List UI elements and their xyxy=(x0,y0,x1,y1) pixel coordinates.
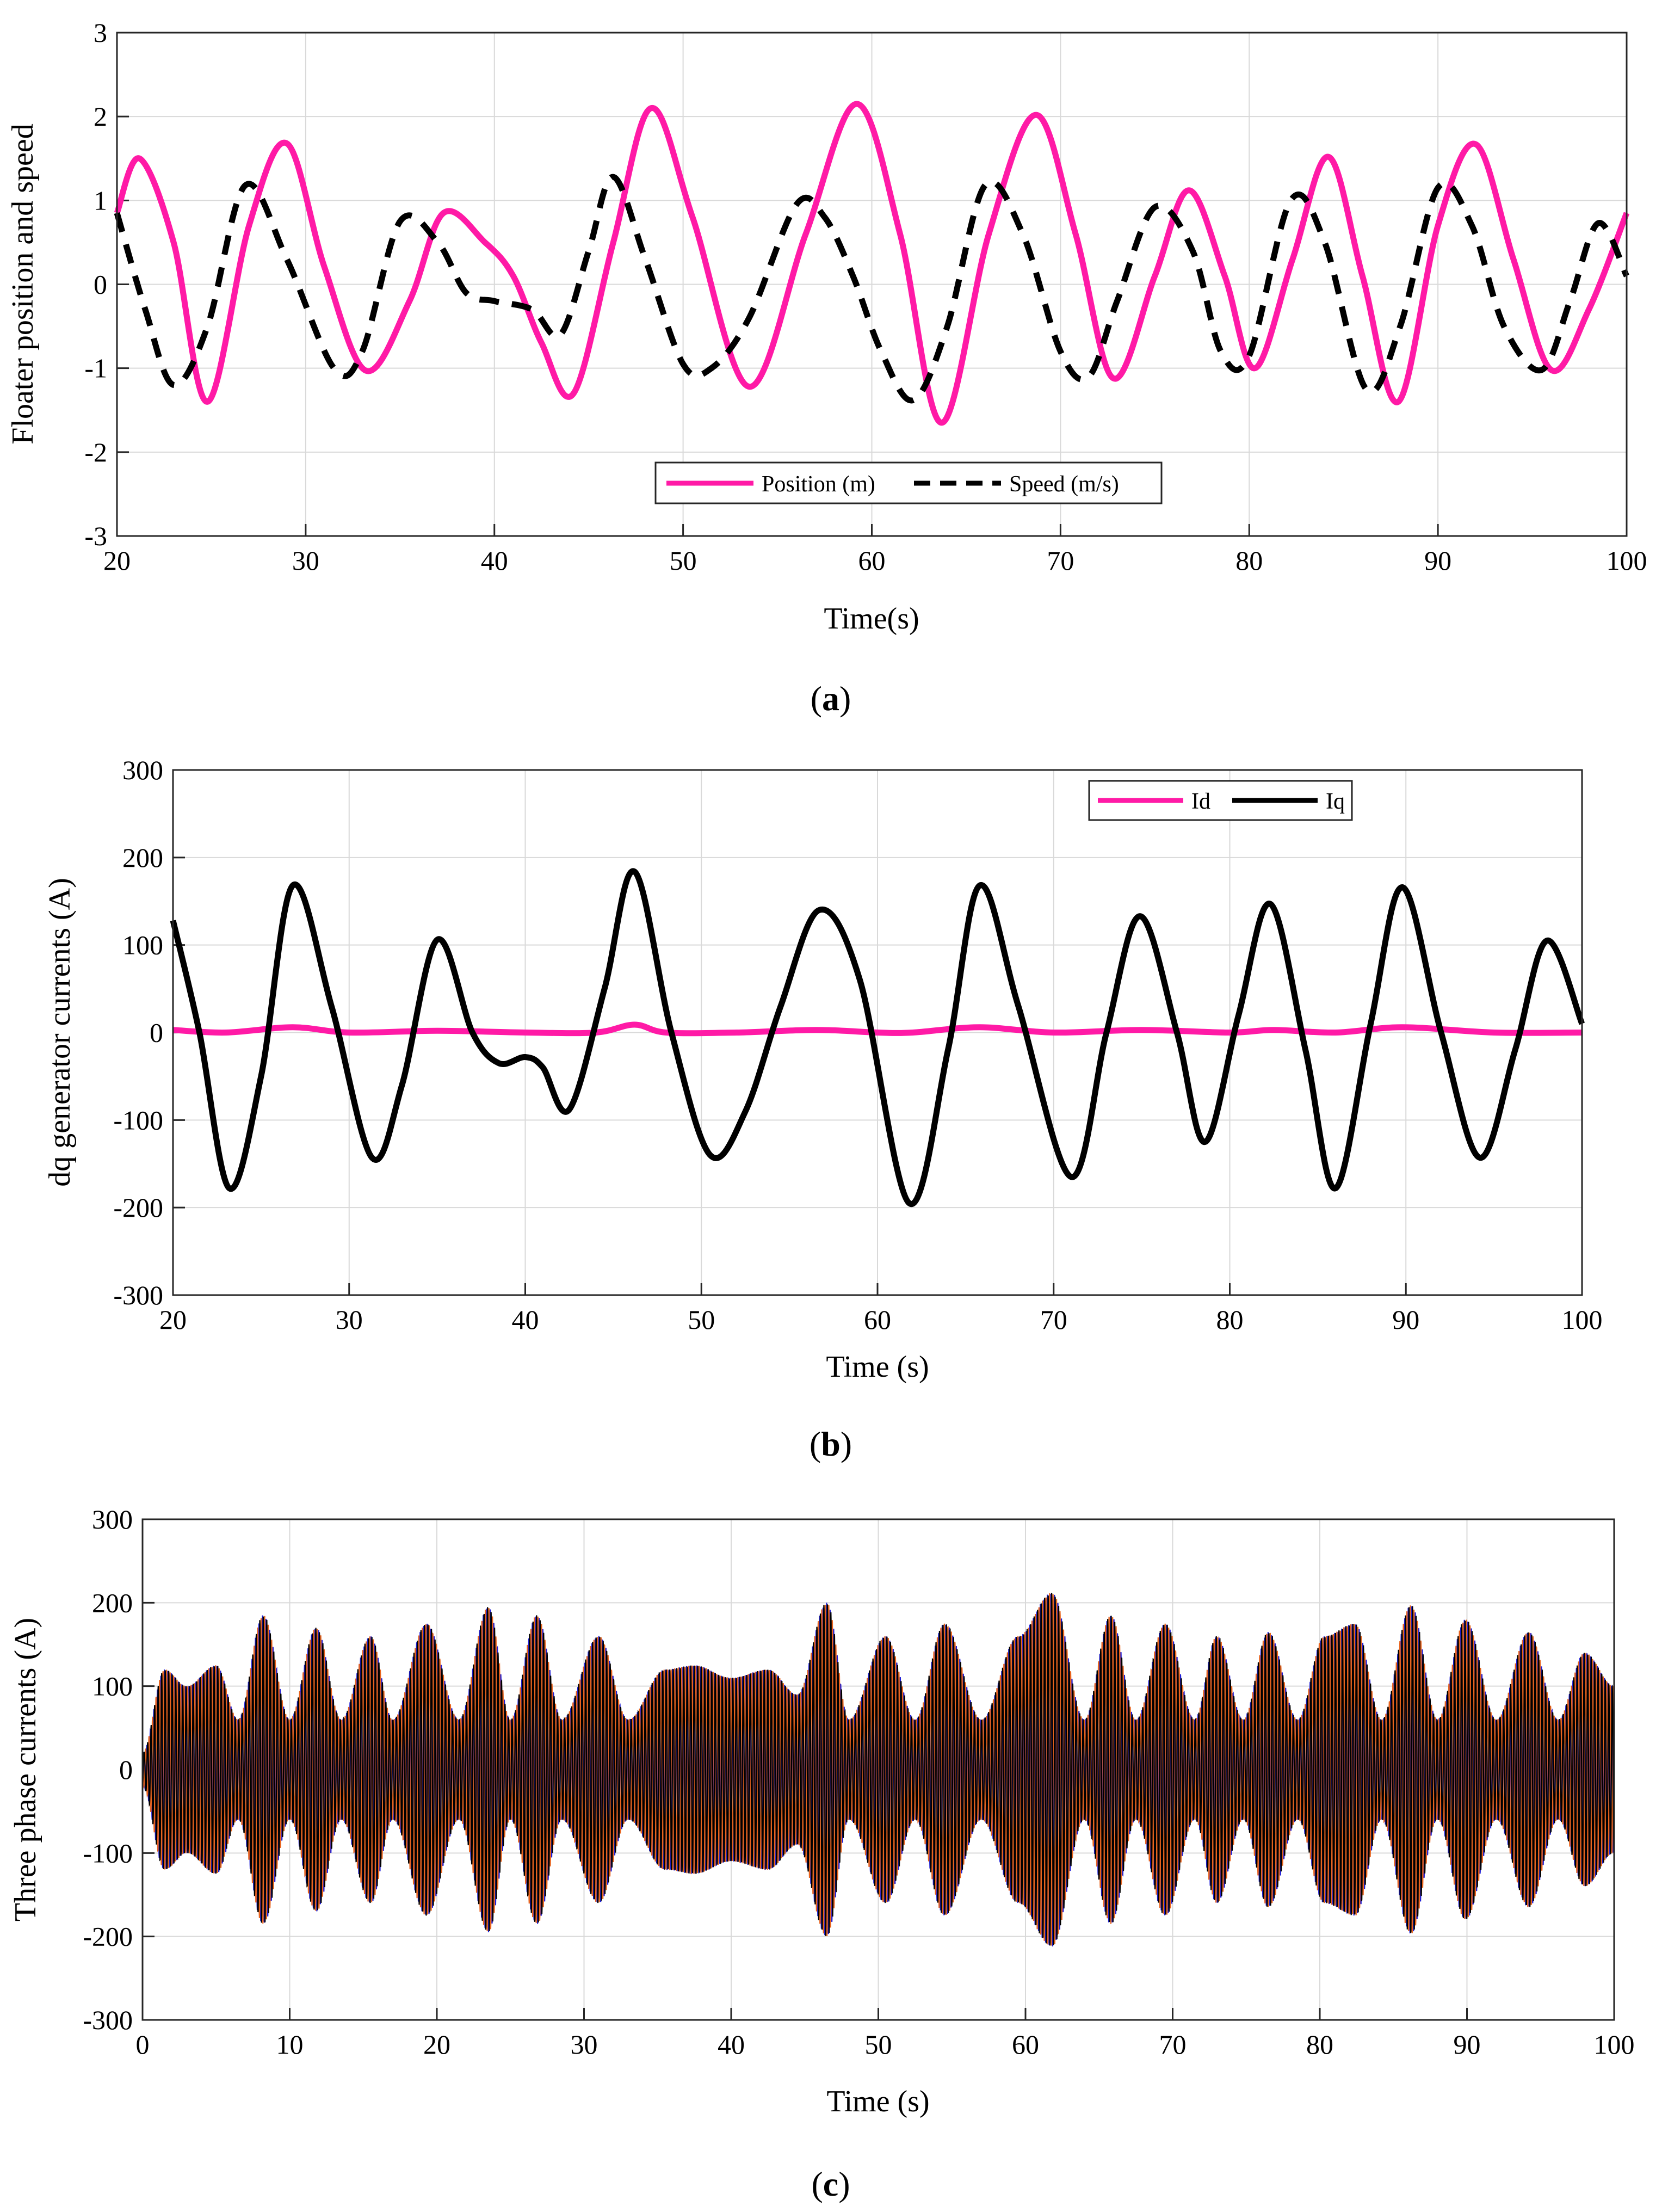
chart-a-ytick-label: -3 xyxy=(84,521,107,551)
chart-b-xtick-label: 80 xyxy=(1216,1304,1244,1335)
chart-b-ytick-label: -300 xyxy=(113,1280,163,1310)
chart-b-xtick-label: 100 xyxy=(1562,1304,1603,1335)
chart-b-ticks: 20 30 40 50 60 70 80 90 100 -300 -200 -100 0 100 200 30… xyxy=(113,755,1602,1335)
chart-c-ytick-label: -200 xyxy=(83,1921,133,1952)
chart-c-ytick-label: 300 xyxy=(92,1504,133,1535)
phase-current-trace-2 xyxy=(141,1593,1615,1946)
series-line-iq xyxy=(170,868,1585,1207)
chart-a-xlabel: Time(s) xyxy=(824,602,919,636)
chart-b-ytick-label: 0 xyxy=(150,1018,163,1048)
chart-b-xtick-label: 50 xyxy=(688,1304,715,1335)
chart-a-grid xyxy=(116,32,1627,537)
chart-c-xtick-label: 60 xyxy=(1012,2029,1039,2060)
chart-b-legend-label-iq: Iq xyxy=(1326,789,1345,814)
chart-b-caption-letter: b xyxy=(821,1425,841,1463)
chart-c-ytick-label: 200 xyxy=(92,1587,133,1618)
chart-b-xtick-label: 90 xyxy=(1392,1304,1419,1335)
chart-c-xlabel: Time (s) xyxy=(826,2085,929,2118)
chart-a-legend-label-position: Position (m) xyxy=(762,472,875,497)
chart-a-xtick-label: 90 xyxy=(1424,545,1451,576)
chart-c-xtick-label: 40 xyxy=(718,2029,745,2060)
chart-c-ytick-label: 0 xyxy=(119,1754,133,1785)
chart-b-legend: Id Iq xyxy=(1088,780,1353,821)
chart-c-xtick-label: 50 xyxy=(865,2029,892,2060)
chart-a-ytick-label: -1 xyxy=(84,353,107,384)
chart-b-caption: (b) xyxy=(810,1425,852,1463)
chart-a-xtick-label: 60 xyxy=(858,545,886,576)
chart-a-plot-frame xyxy=(116,32,1628,537)
series-line-id xyxy=(172,1021,1583,1037)
chart-b-xtick-label: 40 xyxy=(512,1304,539,1335)
chart-b-ytick-label: -100 xyxy=(113,1105,163,1135)
chart-c-caption: (c) xyxy=(811,2165,850,2203)
chart-a-ytick-label: 3 xyxy=(94,17,107,48)
chart-c-ytick-label: -300 xyxy=(83,2005,133,2035)
chart-b-legend-label-id: Id xyxy=(1191,789,1210,814)
chart-b-ytick-label: 200 xyxy=(122,842,163,873)
chart-b-plot-frame xyxy=(172,769,1583,1296)
chart-panel-a: 20 30 40 50 60 70 80 90 100 -3 -2 -1 0 1 2 3 Floater po… xyxy=(6,17,1647,718)
chart-b-series xyxy=(170,868,1585,1207)
chart-a-legend-label-speed: Speed (m/s) xyxy=(1009,472,1119,497)
chart-c-xtick-label: 80 xyxy=(1306,2029,1333,2060)
series-line-speed-m-s xyxy=(114,174,1629,404)
chart-a-ytick-label: -2 xyxy=(84,437,107,467)
chart-a-ytick-label: 1 xyxy=(94,185,107,215)
series-line-position-m xyxy=(114,101,1630,426)
chart-a-series xyxy=(114,101,1630,426)
chart-a-ytick-label: 0 xyxy=(94,269,107,300)
chart-a-xtick-label: 80 xyxy=(1235,545,1263,576)
chart-c-xtick-label: 20 xyxy=(423,2029,450,2060)
chart-b-xtick-label: 60 xyxy=(864,1304,891,1335)
chart-b-ytick-label: -200 xyxy=(113,1192,163,1223)
chart-b-xtick-label: 70 xyxy=(1040,1304,1067,1335)
chart-a-xtick-label: 70 xyxy=(1047,545,1074,576)
chart-a-xtick-label: 100 xyxy=(1607,545,1647,576)
chart-c-ylabel: Three phase currents (A) xyxy=(9,1618,42,1921)
chart-a-xtick-label: 20 xyxy=(103,545,131,576)
chart-a-caption: (a) xyxy=(811,679,851,718)
chart-b-ylabel: dq generator currents (A) xyxy=(43,878,77,1187)
chart-b-ytick-label: 100 xyxy=(122,930,163,960)
chart-c-xtick-label: 30 xyxy=(571,2029,598,2060)
chart-c-ytick-label: -100 xyxy=(83,1838,133,1868)
chart-c-xtick-label: 100 xyxy=(1594,2029,1635,2060)
chart-a-xtick-label: 50 xyxy=(670,545,697,576)
chart-c-ticks: 0 10 20 30 40 50 60 70 80 90 100 -300 -200 -100 0 100 20… xyxy=(83,1504,1634,2060)
chart-c-xtick-label: 90 xyxy=(1454,2029,1481,2060)
chart-b-xtick-label: 30 xyxy=(336,1304,363,1335)
chart-a-legend: Position (m) Speed (m/s) xyxy=(654,461,1163,504)
chart-b-ytick-label: 300 xyxy=(122,755,163,785)
chart-a-xtick-label: 30 xyxy=(292,545,319,576)
chart-b-xlabel: Time (s) xyxy=(826,1350,929,1384)
chart-a-caption-letter: a xyxy=(822,679,839,718)
chart-c-xtick-label: 10 xyxy=(276,2029,304,2060)
phase-current-trace-3 xyxy=(141,1592,1615,1946)
chart-a-ticks: 20 30 40 50 60 70 80 90 100 -3 -2 -1 0 1 2 3 xyxy=(84,17,1647,576)
chart-c-caption-letter: c xyxy=(823,2165,838,2203)
chart-b-xtick-label: 20 xyxy=(159,1304,187,1335)
chart-c-xtick-label: 0 xyxy=(136,2029,150,2060)
chart-a-xtick-label: 40 xyxy=(481,545,508,576)
chart-c-plot-frame xyxy=(141,1518,1615,2021)
chart-c-series xyxy=(141,1592,1615,1946)
chart-a-ylabel: Floater position and speed xyxy=(6,124,40,444)
chart-panel-c: 0 10 20 30 40 50 60 70 80 90 100 -300 -200 -100 0 100 20… xyxy=(9,1504,1635,2203)
chart-panel-b: 20 30 40 50 60 70 80 90 100 -300 -200 -100 0 100 200 30… xyxy=(43,755,1603,1463)
chart-c-ytick-label: 100 xyxy=(92,1671,133,1702)
chart-a-ytick-label: 2 xyxy=(94,101,107,132)
chart-c-xtick-label: 70 xyxy=(1159,2029,1187,2060)
